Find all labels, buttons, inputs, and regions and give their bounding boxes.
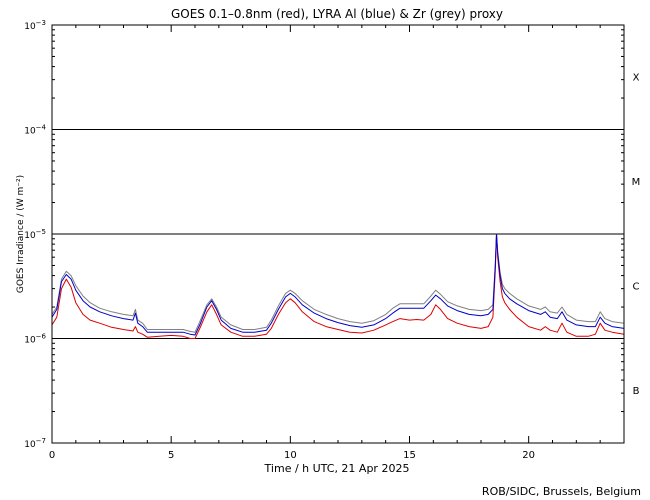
chart-title: GOES 0.1–0.8nm (red), LYRA Al (blue) & Z… (171, 7, 503, 21)
flare-class-label: B (633, 386, 640, 397)
series-line (51, 233, 625, 336)
y-axis-label: GOES Irradiance / (W m⁻²) (16, 175, 26, 293)
flare-class-label: C (633, 282, 640, 293)
x-tick-label: 10 (284, 450, 297, 461)
y-tick-labels: 10−7 10−6 10−5 10−4 10−3 (24, 19, 46, 450)
credit-text: ROB/SIDC, Brussels, Belgium (482, 485, 641, 498)
y-tick-label: 10−7 (24, 437, 46, 450)
series-line (51, 233, 625, 333)
x-axis-label: Time / h UTC, 21 Apr 2025 (264, 462, 410, 475)
x-tick-label: 5 (168, 450, 174, 461)
y-tick-label: 10−5 (24, 228, 46, 241)
flare-class-labels: X M C B (632, 73, 641, 397)
x-tick-label: 20 (522, 450, 535, 461)
y-tick-label: 10−4 (24, 124, 46, 137)
flare-class-label: M (632, 177, 641, 188)
x-tick-label: 0 (49, 450, 55, 461)
plot-frame (51, 24, 625, 444)
y-tick-label: 10−6 (24, 333, 46, 346)
x-ticks: 0 5 10 15 20 (49, 25, 625, 461)
y-tick-label: 10−3 (24, 19, 46, 32)
flare-class-label: X (633, 73, 640, 84)
series-layer (51, 233, 625, 339)
flare-class-lines (52, 129, 624, 339)
x-tick-label: 15 (403, 450, 416, 461)
series-line (51, 233, 625, 339)
